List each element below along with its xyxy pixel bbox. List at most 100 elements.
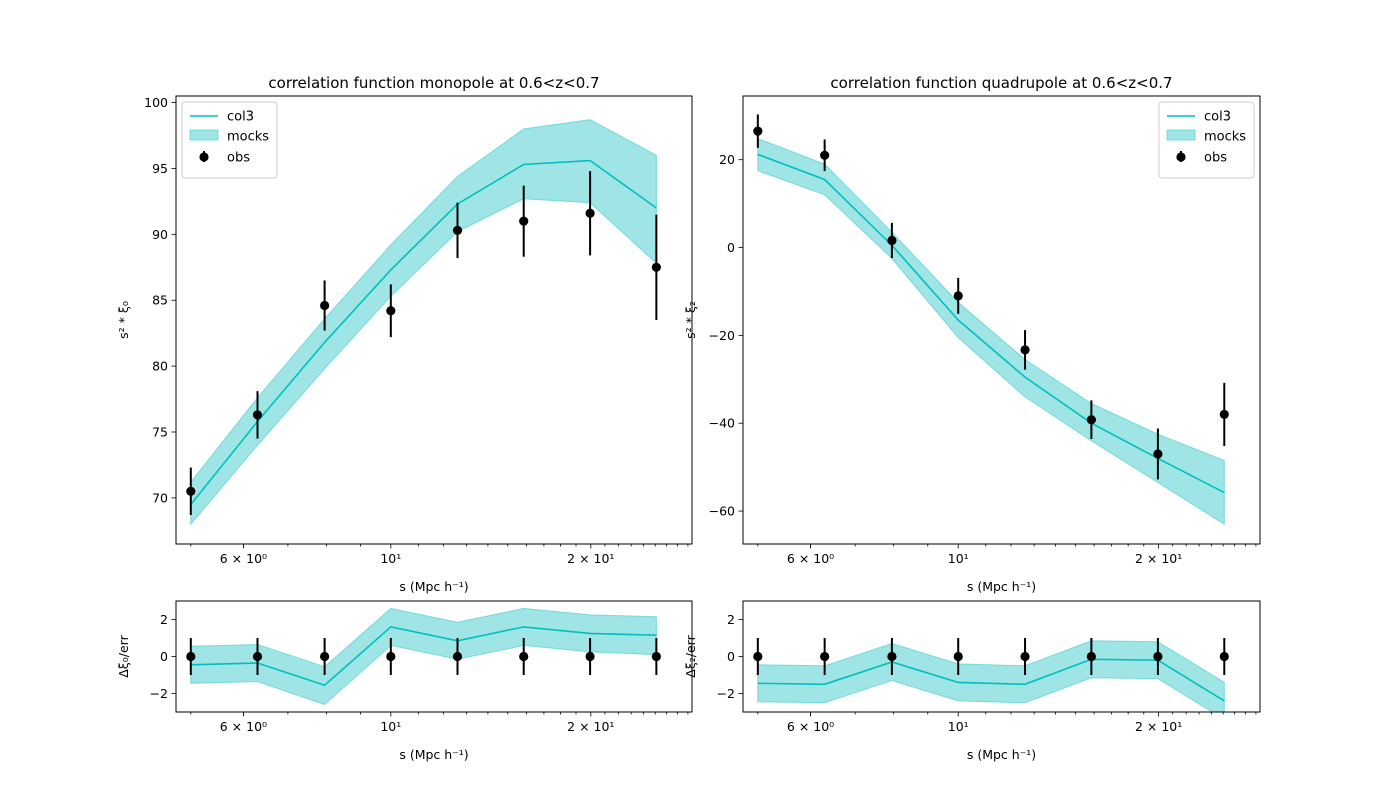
legend-label-mocks: mocks — [1204, 130, 1246, 145]
obs-point — [820, 651, 830, 662]
y-axis-label: s² * ξ₂ — [683, 301, 698, 339]
x-tick-label: 10¹ — [380, 719, 401, 734]
y-axis-label: s² * ξ₀ — [116, 301, 131, 339]
obs-point — [753, 651, 763, 662]
legend-band-swatch — [1166, 129, 1196, 141]
x-axis-label: s (Mpc h⁻¹) — [399, 579, 468, 594]
y-tick-label: 75 — [152, 425, 168, 440]
obs-point — [1153, 449, 1163, 459]
x-tick-label: 6 × 10⁰ — [787, 719, 834, 734]
obs-point — [452, 225, 463, 235]
obs-point — [519, 216, 529, 226]
obs-point — [953, 291, 963, 301]
obs-point — [1020, 345, 1030, 355]
obs-point — [887, 235, 897, 246]
obs-point — [887, 651, 897, 662]
obs-point — [651, 262, 661, 272]
x-tick-label: 6 × 10⁰ — [220, 551, 267, 566]
y-tick-label: −20 — [709, 328, 735, 343]
col3-line — [190, 626, 657, 687]
y-tick-label: 90 — [152, 227, 168, 242]
legend-point-swatch — [199, 152, 209, 162]
legend-label-col3: col3 — [227, 110, 254, 125]
mocks-band — [757, 640, 1225, 712]
y-tick-label: 0 — [160, 649, 168, 664]
x-tick-label: 2 × 10¹ — [567, 551, 614, 566]
y-tick-label: 20 — [719, 152, 735, 167]
obs-point — [186, 486, 196, 496]
mocks-band — [190, 119, 657, 526]
y-tick-label: 70 — [152, 490, 168, 505]
obs-point — [1153, 651, 1163, 662]
obs-point — [585, 651, 595, 662]
obs-point — [386, 651, 396, 662]
y-tick-label: −2 — [717, 686, 735, 701]
legend-band-swatch — [189, 129, 219, 141]
mocks-band — [757, 137, 1225, 526]
x-tick-label: 10¹ — [948, 719, 969, 734]
obs-point — [651, 651, 661, 662]
x-tick-label: 6 × 10⁰ — [220, 719, 267, 734]
monopole-frame — [175, 95, 693, 545]
x-axis-label: s (Mpc h⁻¹) — [399, 747, 468, 762]
legend-label-col3: col3 — [1204, 110, 1231, 125]
y-tick-label: 100 — [144, 95, 168, 110]
col3-line — [757, 658, 1225, 702]
legend: col3 mocks obs — [1158, 101, 1255, 179]
monopole-residual-panel: 6 × 10⁰ 10¹ 2 × 10¹ −2 0 2 s (Mpc h⁻¹) Δξ₀/err — [116, 600, 693, 762]
obs-point — [820, 150, 830, 160]
x-tick-label: 6 × 10⁰ — [787, 551, 834, 566]
y-tick-label: 2 — [160, 612, 168, 627]
obs-point — [1219, 409, 1229, 420]
x-tick-label: 2 × 10¹ — [1135, 719, 1182, 734]
y-axis-label: Δξ₂/err — [683, 634, 698, 677]
chart-title: correlation function quadrupole at 0.6<z… — [830, 74, 1172, 92]
col3-line — [190, 159, 657, 506]
x-tick-label: 2 × 10¹ — [567, 719, 614, 734]
x-axis-label: s (Mpc h⁻¹) — [967, 579, 1036, 594]
y-axis-label: Δξ₀/err — [116, 634, 131, 677]
obs-point — [186, 651, 196, 662]
obs-point — [320, 300, 330, 311]
monopole-residual-plot-area — [186, 607, 661, 706]
x-tick-label: 10¹ — [380, 551, 401, 566]
legend-label-mocks: mocks — [227, 130, 269, 145]
monopole-panel: 6 × 10⁰ 10¹ 2 × 10¹ 70 75 80 85 90 95 100 s (Mpc h… — [116, 74, 693, 594]
obs-point — [585, 208, 595, 218]
obs-point — [519, 651, 529, 662]
y-tick-label: 0 — [727, 240, 735, 255]
y-tick-label: −40 — [709, 416, 735, 431]
obs-point — [1086, 415, 1096, 425]
y-tick-label: 80 — [152, 359, 168, 374]
x-tick-label: 10¹ — [948, 551, 969, 566]
legend-point-swatch — [1176, 152, 1186, 162]
y-tick-label: −2 — [150, 686, 168, 701]
legend: col3 mocks obs — [181, 101, 278, 179]
obs-point — [953, 651, 963, 662]
quadrupole-plot-area — [753, 114, 1229, 526]
y-tick-label: 0 — [727, 649, 735, 664]
y-tick-label: 95 — [152, 161, 168, 176]
obs-point — [1020, 651, 1030, 662]
obs-point — [452, 651, 463, 662]
obs-point — [753, 126, 763, 136]
obs-point — [252, 410, 263, 420]
obs-point — [386, 306, 396, 316]
quadrupole-panel: 6 × 10⁰ 10¹ 2 × 10¹ −60 −40 −20 0 20 s (Mpc h⁻¹)… — [683, 74, 1261, 594]
obs-point — [252, 651, 263, 662]
obs-point — [1086, 651, 1096, 662]
y-tick-label: −60 — [709, 504, 735, 519]
x-axis-label: s (Mpc h⁻¹) — [967, 747, 1036, 762]
legend-label-obs: obs — [1204, 151, 1227, 166]
col3-line — [757, 153, 1225, 494]
legend-label-obs: obs — [227, 151, 250, 166]
obs-point — [1219, 651, 1229, 662]
y-tick-label: 85 — [152, 293, 168, 308]
x-tick-label: 2 × 10¹ — [1135, 551, 1182, 566]
quadrupole-frame — [742, 95, 1261, 545]
monopole-plot-area — [186, 119, 661, 526]
obs-point — [320, 651, 330, 662]
chart-title: correlation function monopole at 0.6<z<0… — [268, 74, 599, 92]
quadrupole-residual-panel: 6 × 10⁰ 10¹ 2 × 10¹ −2 0 2 s (Mpc h⁻¹) Δξ₂/err — [683, 600, 1261, 762]
